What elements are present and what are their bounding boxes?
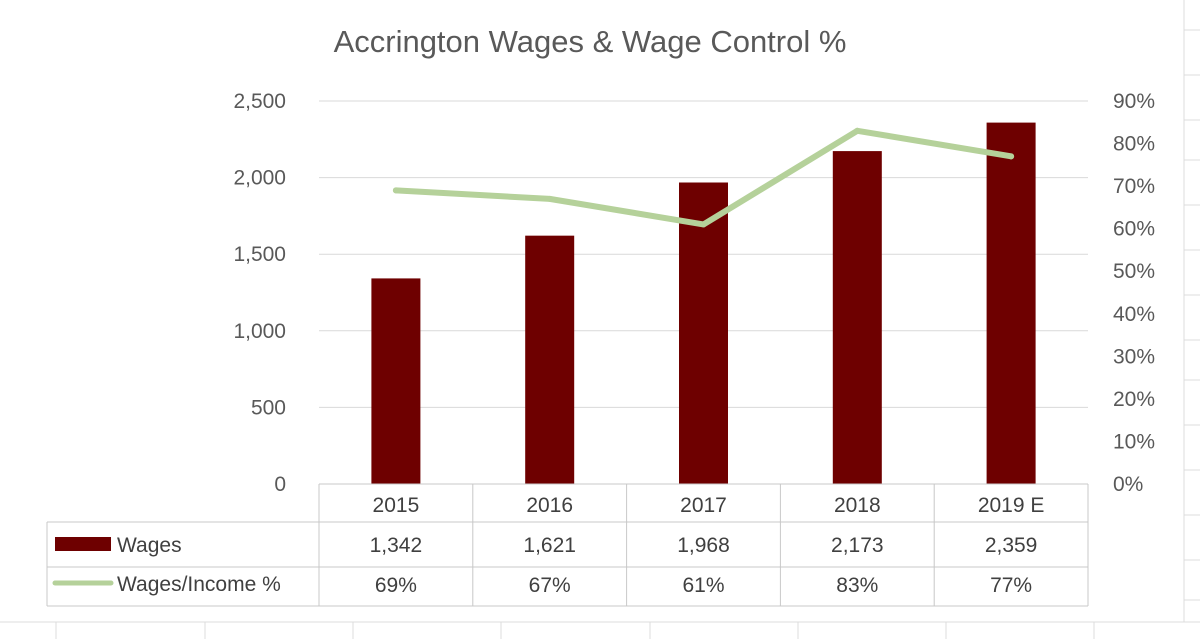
wages-bar [525,235,575,484]
wages-value-label: 2,173 [831,534,884,557]
right-axis-tick-label: 0% [1113,473,1143,496]
right-axis-tick-label: 10% [1113,430,1155,453]
data-table-categories: 2015 2016 2017 2018 2019 E [373,494,1045,517]
wages-income-value-label: 69% [375,574,417,597]
category-label: 2017 [680,494,727,517]
wages-income-line-layer [392,127,1015,228]
right-axis-tick-label: 70% [1113,175,1155,198]
data-table: 2015 2016 2017 2018 2019 E Wages Wages/Incom… [46,483,1089,607]
wages-income-point [1008,153,1015,160]
left-axis-tick-label: 2,000 [233,167,286,190]
wages-value-label: 1,968 [677,534,730,557]
wages-bar [832,151,882,484]
wages-income-point [392,187,399,194]
right-axis-tick-label: 80% [1113,133,1155,156]
wages-value-label: 1,342 [370,534,423,557]
wages-income-value-label: 77% [990,574,1032,597]
wages-income-value-label: 83% [836,574,878,597]
wages-row-label: Wages [117,534,182,557]
left-axis-tick-label: 2,500 [233,90,286,113]
wages-legend-key [55,537,111,551]
category-label: 2019 E [978,494,1045,517]
right-axis: 0% 10% 20% 30% 40% 50% 60% 70% 80% 90% [1113,90,1155,496]
category-label: 2016 [526,494,573,517]
wages-value-label: 2,359 [985,534,1038,557]
right-axis-tick-label: 40% [1113,303,1155,326]
category-label: 2015 [373,494,420,517]
left-axis-tick-label: 0 [274,473,286,496]
right-axis-tick-label: 30% [1113,345,1155,368]
chart-title: Accrington Wages & Wage Control % [334,24,847,59]
wages-bar [371,278,421,484]
category-label: 2018 [834,494,881,517]
wages-row-values: 1,342 1,621 1,968 2,173 2,359 [370,534,1038,557]
right-axis-tick-label: 60% [1113,218,1155,241]
wages-income-value-label: 61% [682,574,724,597]
wages-income-value-label: 67% [529,574,571,597]
left-axis: 0 500 1,000 1,500 2,000 2,500 [233,90,286,496]
left-axis-tick-label: 1,000 [233,320,286,343]
wages-income-row-values: 69% 67% 61% 83% 77% [375,574,1032,597]
wages-income-point [546,195,553,202]
wages-value-label: 1,621 [523,534,576,557]
wages-income-point [700,221,707,228]
left-axis-tick-label: 1,500 [233,243,286,266]
right-axis-tick-label: 50% [1113,260,1155,283]
right-axis-tick-label: 20% [1113,388,1155,411]
wages-bar [986,122,1036,484]
wages-bars [371,122,1036,485]
wages-bar [679,182,728,485]
data-table-grid [46,483,1089,607]
left-axis-tick-label: 500 [251,396,286,419]
right-axis-tick-label: 90% [1113,90,1155,113]
wages-income-row-label: Wages/Income % [117,573,281,596]
wages-income-point [854,127,861,134]
